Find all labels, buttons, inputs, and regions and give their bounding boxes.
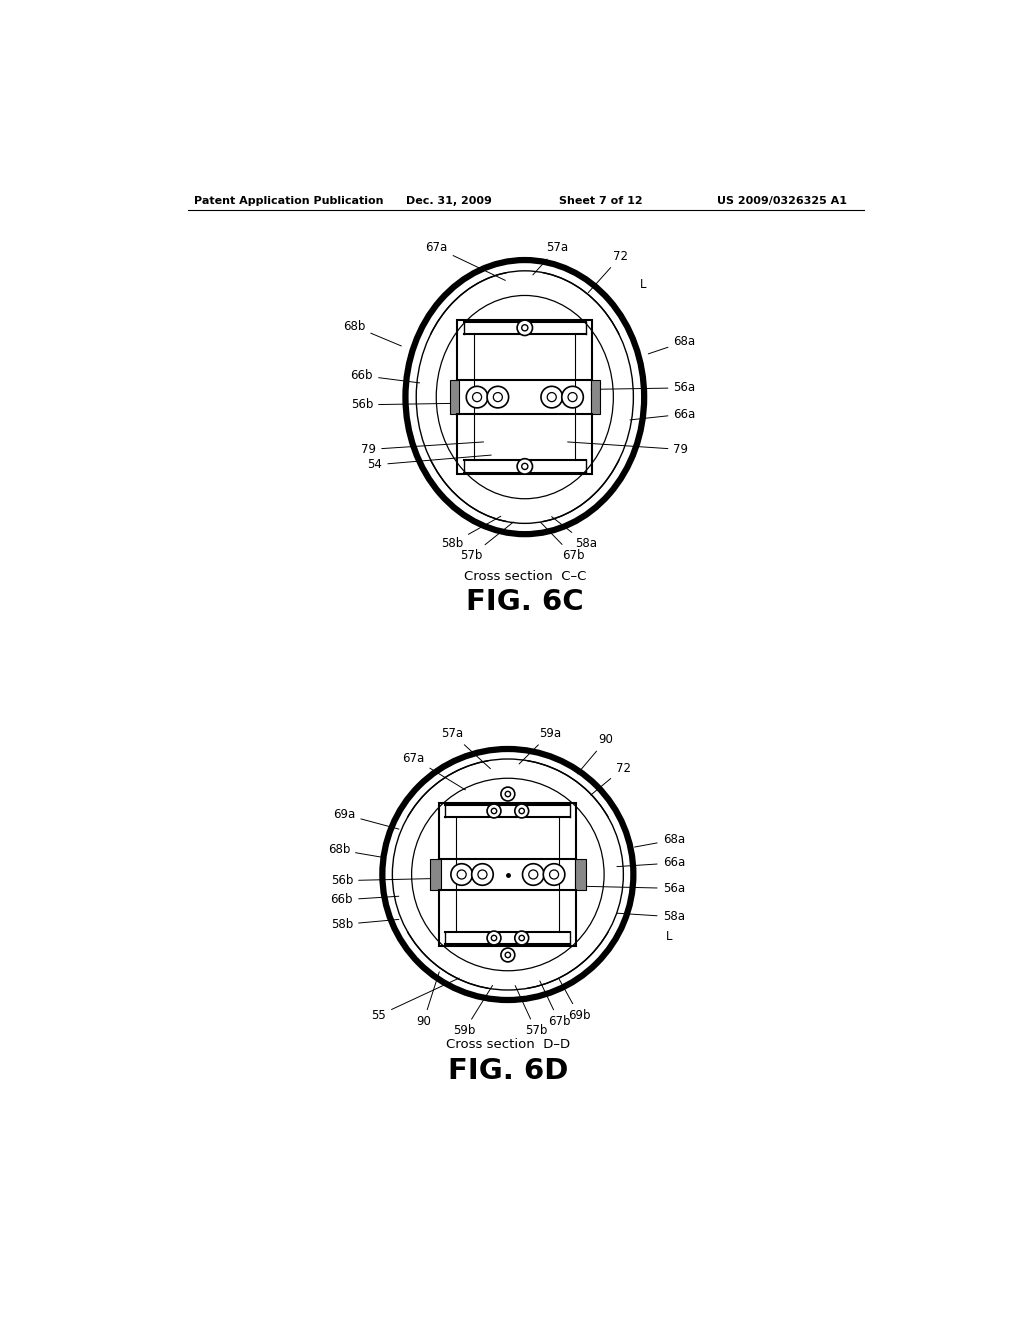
Circle shape	[487, 387, 509, 408]
Circle shape	[494, 392, 503, 401]
Text: 58b: 58b	[331, 917, 398, 931]
Text: 90: 90	[578, 733, 613, 774]
Circle shape	[466, 387, 487, 408]
Text: 56a: 56a	[575, 882, 685, 895]
Circle shape	[501, 948, 515, 962]
Text: 58a: 58a	[552, 516, 597, 550]
Circle shape	[517, 459, 532, 474]
Text: FIG. 6D: FIG. 6D	[447, 1057, 568, 1085]
Text: 56b: 56b	[331, 874, 440, 887]
Text: 59a: 59a	[519, 727, 561, 764]
Text: 56b: 56b	[351, 399, 459, 412]
Text: Cross section  D–D: Cross section D–D	[445, 1038, 570, 1051]
Text: 79: 79	[567, 442, 688, 455]
Text: 57a: 57a	[441, 727, 490, 768]
Text: 68b: 68b	[328, 843, 381, 857]
Circle shape	[492, 808, 497, 813]
Bar	[439, 804, 577, 945]
Text: 54: 54	[368, 455, 492, 471]
Text: 72: 72	[588, 249, 629, 293]
Text: L: L	[640, 279, 647, 292]
Text: 67a: 67a	[402, 751, 466, 789]
Circle shape	[517, 319, 532, 335]
Text: 79: 79	[361, 442, 483, 455]
Circle shape	[472, 392, 481, 401]
Text: 67a: 67a	[426, 242, 506, 280]
Circle shape	[522, 863, 544, 886]
Circle shape	[478, 870, 487, 879]
Text: 90: 90	[416, 972, 439, 1028]
Text: 56a: 56a	[591, 381, 695, 395]
Text: 68b: 68b	[343, 319, 401, 346]
Text: Patent Application Publication: Patent Application Publication	[195, 195, 384, 206]
Circle shape	[519, 936, 524, 941]
Text: 57b: 57b	[460, 521, 513, 562]
Bar	[574, 859, 586, 890]
Circle shape	[501, 787, 515, 801]
Text: 66a: 66a	[616, 857, 685, 870]
Circle shape	[515, 931, 528, 945]
Text: Dec. 31, 2009: Dec. 31, 2009	[407, 195, 493, 206]
Circle shape	[487, 931, 501, 945]
Text: 55: 55	[372, 978, 459, 1022]
Text: 66b: 66b	[331, 894, 398, 907]
Circle shape	[528, 870, 538, 879]
Bar	[430, 859, 441, 890]
Text: 68a: 68a	[648, 335, 695, 354]
Text: 68a: 68a	[635, 833, 685, 847]
Circle shape	[515, 804, 528, 818]
Circle shape	[568, 392, 578, 401]
Text: 66a: 66a	[630, 408, 695, 421]
Circle shape	[457, 870, 466, 879]
Circle shape	[519, 808, 524, 813]
Text: L: L	[666, 929, 672, 942]
Text: 67b: 67b	[540, 981, 570, 1028]
Text: 69a: 69a	[333, 808, 399, 829]
Circle shape	[505, 791, 511, 797]
Text: 57a: 57a	[532, 242, 568, 275]
Circle shape	[487, 804, 501, 818]
Circle shape	[451, 863, 472, 886]
Circle shape	[505, 952, 511, 958]
Text: 58b: 58b	[441, 516, 501, 550]
Circle shape	[550, 870, 558, 879]
Circle shape	[492, 936, 497, 941]
Text: 67b: 67b	[541, 523, 585, 562]
Text: 72: 72	[591, 762, 631, 795]
Circle shape	[547, 392, 556, 401]
Text: 58a: 58a	[616, 911, 685, 924]
Text: 59b: 59b	[454, 986, 493, 1038]
Circle shape	[521, 463, 528, 470]
Bar	[591, 380, 600, 414]
Circle shape	[472, 863, 494, 886]
Text: Cross section  C–C: Cross section C–C	[464, 570, 586, 583]
Circle shape	[541, 387, 562, 408]
Text: 57b: 57b	[515, 986, 547, 1038]
Text: 66b: 66b	[350, 370, 420, 383]
Text: FIG. 6C: FIG. 6C	[466, 587, 584, 616]
Text: Sheet 7 of 12: Sheet 7 of 12	[559, 195, 642, 206]
Text: 69b: 69b	[559, 979, 591, 1022]
Bar	[458, 321, 592, 474]
Circle shape	[544, 863, 565, 886]
Circle shape	[562, 387, 584, 408]
Text: US 2009/0326325 A1: US 2009/0326325 A1	[717, 195, 847, 206]
Circle shape	[521, 325, 528, 331]
Bar	[450, 380, 459, 414]
